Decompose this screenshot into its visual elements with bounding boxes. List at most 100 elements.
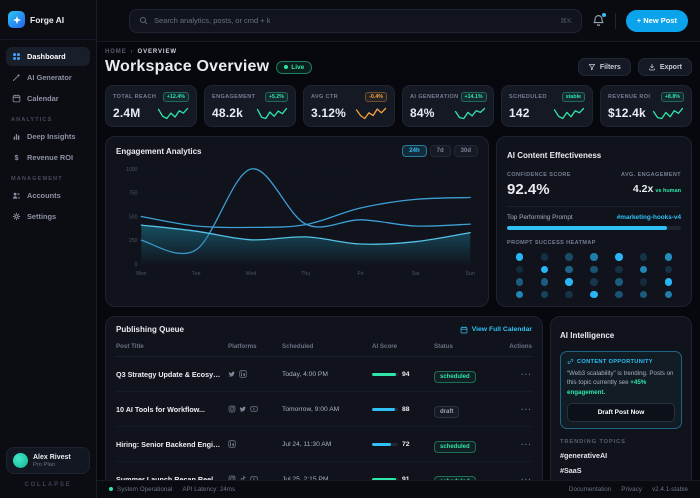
kpi-value: 3.12% bbox=[311, 106, 346, 120]
svg-text:750: 750 bbox=[129, 191, 138, 197]
api-latency: API Latency: 24ms bbox=[182, 486, 235, 493]
kpi-label: TOTAL REACH bbox=[113, 94, 156, 100]
sidebar-item-calendar[interactable]: Calendar bbox=[6, 89, 90, 108]
range-tab-30d[interactable]: 30d bbox=[454, 145, 478, 157]
kpi-delta-badge: +8.8% bbox=[661, 92, 684, 102]
search-input[interactable] bbox=[154, 16, 554, 25]
kpi-delta-badge: -0.4% bbox=[365, 92, 387, 102]
privacy-link[interactable]: Privacy bbox=[621, 486, 642, 493]
view-full-calendar-link[interactable]: View Full Calendar bbox=[460, 326, 532, 334]
status-badge: draft bbox=[434, 406, 459, 418]
sidebar-item-label: Accounts bbox=[27, 191, 61, 200]
row-actions-button[interactable]: ··· bbox=[502, 440, 532, 449]
kpi-value: $12.4k bbox=[608, 106, 646, 120]
svg-text:$: $ bbox=[14, 153, 18, 162]
range-tab-24h[interactable]: 24h bbox=[402, 145, 426, 157]
accounts-icon bbox=[12, 191, 21, 200]
revenue-roi-icon: $ bbox=[12, 153, 21, 162]
sidebar-nav: DashboardAI GeneratorCalendarANALYTICSDe… bbox=[0, 40, 96, 441]
notifications-button[interactable] bbox=[592, 14, 605, 27]
kpi-sparkline bbox=[157, 107, 189, 120]
svg-text:1000: 1000 bbox=[126, 167, 137, 173]
range-tab-7d[interactable]: 7d bbox=[430, 145, 451, 157]
notification-dot bbox=[602, 13, 606, 17]
user-card[interactable]: Alex Rivest Pro Plan bbox=[6, 447, 90, 474]
ai-content-effectiveness-panel: AI Content Effectiveness CONFIDENCE SCOR… bbox=[496, 136, 692, 307]
sidebar-item-label: AI Generator bbox=[27, 73, 72, 82]
linkedin-icon bbox=[228, 440, 236, 448]
sidebar-item-deep-insights[interactable]: Deep Insights bbox=[6, 127, 90, 146]
kpi-delta-badge: +14.1% bbox=[461, 92, 487, 102]
heatmap-dot-r4-c3 bbox=[565, 291, 573, 299]
ai-score-value: 72 bbox=[402, 441, 410, 448]
ai-intelligence-title: AI Intelligence bbox=[560, 331, 614, 340]
calendar-icon bbox=[460, 326, 468, 334]
heatmap-dot-r2-c5 bbox=[615, 266, 623, 274]
sidebar: Forge AI DashboardAI GeneratorCalendarAN… bbox=[0, 0, 97, 498]
app-logo: Forge AI bbox=[0, 0, 96, 40]
breadcrumb-home[interactable]: HOME bbox=[105, 49, 127, 55]
avg-engagement-label: AVG. ENGAGEMENT bbox=[621, 172, 681, 178]
top-prompt-value[interactable]: #marketing-hooks-v4 bbox=[617, 214, 681, 221]
sidebar-item-revenue-roi[interactable]: $Revenue ROI bbox=[6, 148, 90, 167]
search-bar[interactable]: ⌘K bbox=[129, 9, 582, 33]
post-title: Q3 Strategy Update & Ecosystem... bbox=[116, 370, 228, 379]
dashboard-icon bbox=[12, 52, 21, 61]
heatmap-dot-r3-c2 bbox=[541, 278, 549, 286]
confidence-label: CONFIDENCE SCORE bbox=[507, 172, 571, 178]
post-title: 10 AI Tools for Workflow... bbox=[116, 405, 228, 414]
queue-row-q3-strategy-update-ecosystem[interactable]: Q3 Strategy Update & Ecosystem... Today, … bbox=[116, 357, 532, 392]
trending-topic-generativeai[interactable]: #generativeAI bbox=[560, 451, 682, 460]
sidebar-item-accounts[interactable]: Accounts bbox=[6, 186, 90, 205]
heatmap-dot-r2-c2 bbox=[541, 266, 549, 274]
kpi-label: SCHEDULED bbox=[509, 94, 547, 100]
page-title: Workspace Overview bbox=[105, 58, 269, 76]
queue-row-hiring-senior-backend-engineer[interactable]: Hiring: Senior Backend EngineersJul 24, … bbox=[116, 427, 532, 462]
trending-topic-saas[interactable]: #SaaS bbox=[560, 466, 682, 475]
publishing-queue-title: Publishing Queue bbox=[116, 325, 184, 334]
export-button[interactable]: Export bbox=[638, 58, 692, 76]
trending-topics-label: TRENDING TOPICS bbox=[560, 439, 682, 445]
avatar bbox=[13, 453, 28, 468]
twitter-icon bbox=[228, 370, 236, 378]
queue-table-header: Post TitlePlatformsScheduledAI ScoreStat… bbox=[116, 334, 532, 357]
draft-post-now-button[interactable]: Draft Post Now bbox=[567, 403, 675, 422]
row-actions-button[interactable]: ··· bbox=[502, 370, 532, 379]
heatmap-dot-r3-c4 bbox=[590, 278, 598, 286]
linkedin-icon bbox=[239, 370, 247, 378]
row-actions-button[interactable]: ··· bbox=[502, 405, 532, 414]
svg-text:500: 500 bbox=[129, 214, 138, 220]
kpi-delta-badge: stable bbox=[562, 92, 585, 102]
heatmap-dot-r2-c7 bbox=[665, 266, 673, 274]
breadcrumb-current: OVERVIEW bbox=[138, 49, 177, 55]
sidebar-item-dashboard[interactable]: Dashboard bbox=[6, 47, 90, 66]
filters-button[interactable]: Filters bbox=[578, 58, 631, 76]
kpi-card-ai-generation: AI GENERATION+14.1%84% bbox=[402, 85, 494, 127]
documentation-link[interactable]: Documentation bbox=[569, 486, 611, 493]
funnel-icon bbox=[588, 63, 596, 71]
queue-col-post-title: Post Title bbox=[116, 343, 228, 350]
heatmap-dot-r2-c6 bbox=[640, 266, 648, 274]
status-dot-icon bbox=[109, 487, 113, 491]
scheduled-time: Today, 4:00 PM bbox=[282, 371, 372, 378]
bottom-row: Publishing Queue View Full Calendar Post… bbox=[105, 316, 692, 480]
sidebar-footer: Alex Rivest Pro Plan COLLAPSE bbox=[0, 441, 96, 498]
sidebar-item-ai-generator[interactable]: AI Generator bbox=[6, 68, 90, 87]
queue-row-10-ai-tools-for-workflow[interactable]: 10 AI Tools for Workflow... Tomorrow, 9:0… bbox=[116, 392, 532, 427]
engagement-line-chart: 02505007501000MonTueWedThuFriSatSun bbox=[116, 161, 478, 279]
content-opportunity-card: CONTENT OPPORTUNITY “Web3 scalability” i… bbox=[560, 351, 682, 429]
prompt-success-heatmap bbox=[507, 253, 681, 298]
svg-text:Thu: Thu bbox=[301, 271, 310, 277]
user-plan: Pro Plan bbox=[33, 462, 71, 468]
sidebar-item-settings[interactable]: Settings bbox=[6, 207, 90, 226]
top-prompt-label: Top Performing Prompt bbox=[507, 214, 573, 221]
queue-row-summer-launch-recap-reel[interactable]: Summer Launch Recap ReelJul 25, 2:15 PM9… bbox=[116, 462, 532, 480]
new-post-button[interactable]: + New Post bbox=[626, 10, 688, 32]
heatmap-label: PROMPT SUCCESS HEATMAP bbox=[507, 240, 681, 246]
avg-engagement-value: 4.2xvs human bbox=[621, 183, 681, 195]
collapse-button[interactable]: COLLAPSE bbox=[6, 474, 90, 494]
confidence-value: 92.4% bbox=[507, 181, 571, 198]
heatmap-dot-r1-c1 bbox=[516, 253, 524, 261]
main-area: ⌘K + New Post HOME › OVERVIEW Workspace … bbox=[97, 0, 700, 498]
scheduled-time: Tomorrow, 9:00 AM bbox=[282, 406, 372, 413]
